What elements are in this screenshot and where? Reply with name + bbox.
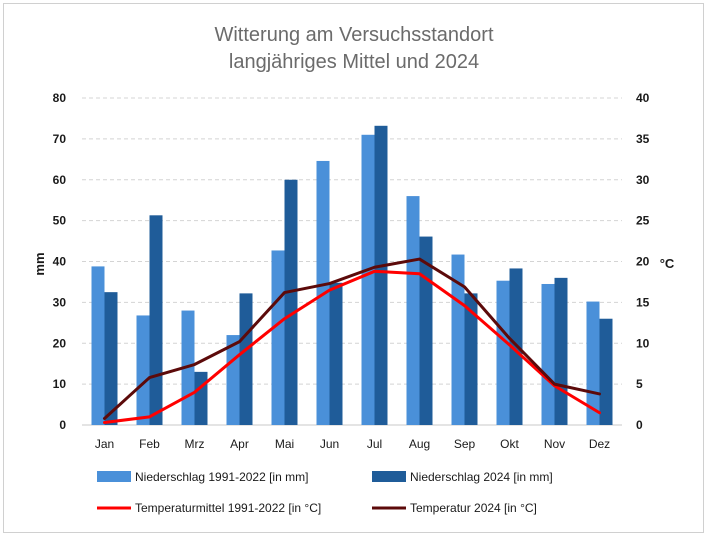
bar bbox=[91, 266, 105, 425]
legend-label: Temperaturmittel 1991-2022 [in °C] bbox=[135, 501, 321, 515]
bar bbox=[194, 371, 208, 425]
bar bbox=[374, 125, 388, 426]
x-tick: Okt bbox=[500, 437, 519, 451]
x-tick: Nov bbox=[544, 437, 565, 451]
bar bbox=[406, 196, 420, 425]
legend-label: Niederschlag 1991-2022 [in mm] bbox=[135, 470, 308, 484]
y-tick-left: 20 bbox=[53, 336, 67, 350]
bar bbox=[329, 282, 343, 425]
temperature-lines bbox=[103, 257, 601, 425]
series-line bbox=[103, 269, 601, 425]
chart-title-line2: langjähriges Mittel und 2024 bbox=[229, 51, 479, 73]
y-axis-label-right: °C bbox=[660, 256, 675, 271]
y-tick-right: 30 bbox=[636, 173, 650, 187]
y-tick-left: 70 bbox=[53, 132, 67, 146]
chart-title-line1: Witterung am Versuchsstandort bbox=[214, 24, 493, 46]
legend-swatch bbox=[97, 471, 131, 482]
x-tick: Jul bbox=[367, 437, 382, 451]
bar bbox=[599, 318, 613, 425]
bar bbox=[419, 236, 433, 425]
x-tick: Mrz bbox=[185, 437, 205, 451]
bar bbox=[554, 277, 568, 425]
x-tick: Jan bbox=[95, 437, 114, 451]
gridlines bbox=[82, 97, 622, 426]
bar bbox=[239, 293, 253, 425]
y-tick-right: 10 bbox=[636, 336, 650, 350]
bar bbox=[541, 283, 555, 425]
bar bbox=[496, 280, 510, 425]
y-tick-right: 35 bbox=[636, 132, 650, 146]
bar bbox=[104, 292, 118, 425]
x-tick: Apr bbox=[230, 437, 249, 451]
y-tick-left: 10 bbox=[53, 377, 67, 391]
bar bbox=[284, 179, 298, 425]
y-tick-right: 15 bbox=[636, 295, 650, 309]
bar bbox=[136, 315, 150, 425]
y-tick-right: 40 bbox=[636, 91, 650, 105]
series-line bbox=[103, 257, 601, 420]
legend-swatch bbox=[372, 471, 406, 482]
legend: Niederschlag 1991-2022 [in mm] Niederschl… bbox=[97, 470, 553, 515]
bar bbox=[149, 215, 163, 425]
y-tick-left: 0 bbox=[59, 418, 66, 432]
bar bbox=[271, 250, 285, 425]
y-tick-right: 5 bbox=[636, 377, 643, 391]
legend-label: Temperatur 2024 [in °C] bbox=[410, 501, 537, 515]
bar bbox=[361, 134, 375, 425]
axis-ticks: 0 10 20 30 40 50 60 70 80 0 5 10 15 20 25 30 35 40 Jan Feb M… bbox=[53, 91, 650, 451]
y-tick-left: 80 bbox=[53, 91, 67, 105]
chart-frame bbox=[3, 3, 704, 533]
x-tick: Sep bbox=[454, 437, 476, 451]
x-tick: Dez bbox=[589, 437, 610, 451]
x-tick: Mai bbox=[275, 437, 294, 451]
bar bbox=[464, 293, 478, 425]
y-axis-label-left: mm bbox=[32, 252, 47, 275]
y-tick-left: 40 bbox=[53, 255, 67, 269]
y-tick-right: 20 bbox=[636, 255, 650, 269]
y-tick-left: 50 bbox=[53, 214, 67, 228]
x-tick: Feb bbox=[139, 437, 160, 451]
y-tick-right: 0 bbox=[636, 418, 643, 432]
y-tick-left: 60 bbox=[53, 173, 67, 187]
x-tick: Aug bbox=[409, 437, 430, 451]
x-tick: Jun bbox=[320, 437, 339, 451]
y-tick-right: 25 bbox=[636, 214, 650, 228]
legend-label: Niederschlag 2024 [in mm] bbox=[410, 470, 553, 484]
y-tick-left: 30 bbox=[53, 295, 67, 309]
